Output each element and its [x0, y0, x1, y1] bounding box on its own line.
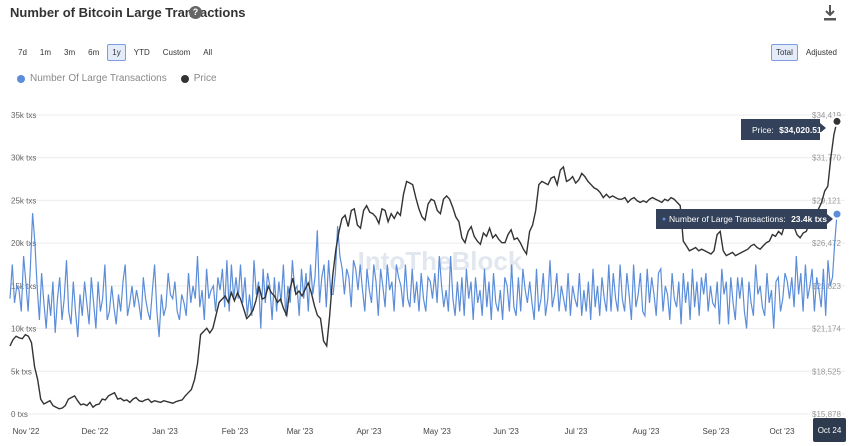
- y-left-tick-label: 35k txs: [11, 111, 36, 120]
- question-circle-icon[interactable]: ?: [189, 6, 202, 19]
- price-end-marker: [831, 115, 843, 127]
- y-left-tick-label: 10k txs: [11, 325, 36, 334]
- transactions-end-marker: [831, 208, 843, 220]
- chart-title: Number of Bitcoin Large Transactions: [10, 5, 246, 20]
- y-axis-right: $15,878$18,525$21,174$23,823$26,472$29,1…: [812, 111, 841, 419]
- transactions-tooltip: Number of Large Transactions: 23.4k txs: [656, 209, 833, 229]
- y-left-tick-label: 30k txs: [11, 154, 36, 163]
- y-axis-left: 0 txs 5k txs 10k txs 15k txs 20k txs 25k txs 3…: [11, 111, 36, 419]
- y-right-tick-label: $21,174: [812, 325, 841, 334]
- x-axis: Nov '22 Dec '22 Jan '23 Feb '23 Mar '23 Apr '…: [13, 427, 796, 436]
- x-tick-label: Dec '22: [82, 427, 109, 436]
- price-tooltip-label: Price:: [752, 125, 774, 135]
- range-tab-custom[interactable]: Custom: [162, 48, 191, 57]
- x-tick-label: Jan '23: [152, 427, 178, 436]
- legend-dot-transactions: [17, 74, 25, 83]
- y-right-tick-label: $26,472: [812, 239, 841, 248]
- range-tab-1y[interactable]: 1y: [107, 44, 126, 61]
- legend: Number Of Large Transactions Price: [17, 73, 217, 84]
- price-tooltip: Price: $34,020.51: [741, 119, 826, 140]
- legend-dot-price: [180, 74, 189, 83]
- range-tab-all[interactable]: All: [203, 48, 213, 57]
- x-end-badge: Oct 24: [813, 418, 846, 442]
- mode-tabs: Total Adjusted: [770, 44, 842, 61]
- svg-text:Price: $34,020.51: Price: $34,020.51: [752, 125, 822, 135]
- x-tick-label: Apr '23: [356, 427, 382, 436]
- y-right-tick-label: $34,419: [812, 111, 841, 120]
- legend-item-transactions[interactable]: Number Of Large Transactions: [17, 73, 167, 84]
- series-line-transactions: [9, 213, 838, 338]
- series-line-price: [9, 121, 838, 410]
- x-tick-label: Oct '23: [769, 427, 795, 436]
- legend-label-price: Price: [193, 73, 217, 84]
- y-left-tick-label: 20k txs: [11, 239, 36, 248]
- range-tab-6m[interactable]: 6m: [88, 48, 100, 57]
- transactions-tooltip-label: Number of Large Transactions:: [669, 214, 786, 224]
- x-tick-label: Aug '23: [633, 427, 660, 436]
- svg-text:Number of Large Transactions:: Number of Large Transactions: 23.4k txs: [669, 214, 827, 224]
- range-tab-1m[interactable]: 1m: [39, 48, 52, 57]
- mode-tab-adjusted[interactable]: Adjusted: [805, 48, 837, 57]
- range-tab-ytd[interactable]: YTD: [133, 48, 150, 57]
- range-tab-7d[interactable]: 7d: [18, 48, 27, 57]
- y-left-tick-label: 25k txs: [11, 196, 36, 205]
- mode-tab-total[interactable]: Total: [770, 44, 798, 61]
- download-icon[interactable]: [822, 4, 838, 22]
- legend-label-transactions: Number Of Large Transactions: [30, 73, 167, 84]
- x-tick-label: Mar '23: [287, 427, 314, 436]
- price-tooltip-value: $34,020.51: [779, 125, 822, 135]
- y-left-tick-label: 0 txs: [11, 410, 28, 419]
- x-tick-label: Nov '22: [13, 427, 40, 436]
- x-tick-label: Feb '23: [222, 427, 249, 436]
- x-end-label: Oct 24: [818, 426, 842, 435]
- range-tabs: 7d 1m 3m 6m 1y YTD Custom All: [13, 44, 217, 61]
- y-right-tick-label: $31,770: [812, 154, 841, 163]
- y-left-tick-label: 15k txs: [11, 282, 36, 291]
- y-right-tick-label: $15,878: [812, 410, 841, 419]
- legend-item-price[interactable]: Price: [180, 73, 217, 84]
- x-tick-label: May '23: [423, 427, 451, 436]
- y-left-tick-label: 5k txs: [11, 367, 32, 376]
- x-tick-label: Sep '23: [703, 427, 730, 436]
- y-right-tick-label: $18,525: [812, 367, 841, 376]
- transactions-tooltip-value: 23.4k txs: [791, 214, 827, 224]
- x-tick-label: Jul '23: [565, 427, 588, 436]
- x-tick-label: Jun '23: [493, 427, 519, 436]
- range-tab-3m[interactable]: 3m: [64, 48, 76, 57]
- y-right-tick-label: $29,121: [812, 196, 841, 205]
